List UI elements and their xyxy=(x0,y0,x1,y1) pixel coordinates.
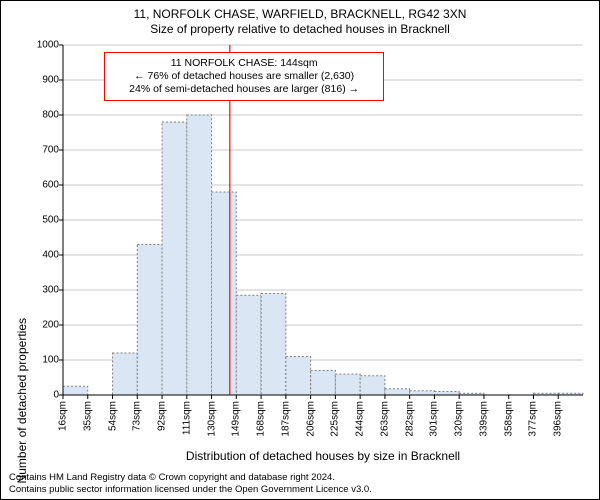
x-tick-label: 111sqm xyxy=(181,401,192,435)
chart-plot-area: 01002003004005006007008009001000 16sqm35… xyxy=(63,45,583,395)
attribution-text: Contains HM Land Registry data © Crown c… xyxy=(9,472,372,495)
x-tick-label: 320sqm xyxy=(454,401,465,437)
x-tick-label: 187sqm xyxy=(280,401,291,437)
x-tick-label: 301sqm xyxy=(429,401,440,437)
figure-frame: 11, NORFOLK CHASE, WARFIELD, BRACKNELL, … xyxy=(0,0,600,500)
y-tick-label: 900 xyxy=(42,75,63,86)
y-tick-label: 500 xyxy=(42,215,63,226)
y-tick-label: 400 xyxy=(42,250,63,261)
x-tick-label: 377sqm xyxy=(528,401,539,437)
y-tick-label: 100 xyxy=(42,355,63,366)
infobox-line-2: ← 76% of detached houses are smaller (2,… xyxy=(113,70,375,83)
x-tick-label: 168sqm xyxy=(256,401,267,437)
x-tick-label: 263sqm xyxy=(379,401,390,437)
x-tick-label: 35sqm xyxy=(82,401,93,431)
x-tick-label: 149sqm xyxy=(231,401,242,437)
x-tick-label: 396sqm xyxy=(553,401,564,437)
marker-info-box: 11 NORFOLK CHASE: 144sqm ← 76% of detach… xyxy=(104,52,384,101)
title-line-1: 11, NORFOLK CHASE, WARFIELD, BRACKNELL, … xyxy=(1,7,599,22)
x-axis-label: Distribution of detached houses by size … xyxy=(63,449,583,463)
attribution-line-2: Contains public sector information licen… xyxy=(9,484,372,495)
x-tick-label: 339sqm xyxy=(478,401,489,437)
x-tick-label: 358sqm xyxy=(503,401,514,437)
y-tick-label: 300 xyxy=(42,285,63,296)
y-tick-label: 200 xyxy=(42,320,63,331)
y-tick-label: 0 xyxy=(53,390,63,401)
title-line-2: Size of property relative to detached ho… xyxy=(1,22,599,37)
x-tick-label: 54sqm xyxy=(107,401,118,431)
infobox-line-3: 24% of semi-detached houses are larger (… xyxy=(113,83,375,96)
x-tick-label: 73sqm xyxy=(132,401,143,431)
attribution-line-1: Contains HM Land Registry data © Crown c… xyxy=(9,472,372,483)
chart-title: 11, NORFOLK CHASE, WARFIELD, BRACKNELL, … xyxy=(1,7,599,37)
x-tick-label: 92sqm xyxy=(157,401,168,431)
x-tick-label: 206sqm xyxy=(305,401,316,437)
y-tick-label: 1000 xyxy=(37,40,63,51)
y-tick-label: 800 xyxy=(42,110,63,121)
x-tick-label: 244sqm xyxy=(355,401,366,437)
x-tick-label: 16sqm xyxy=(58,401,69,431)
infobox-line-1: 11 NORFOLK CHASE: 144sqm xyxy=(113,57,375,70)
y-axis-label: Number of detached properties xyxy=(15,318,29,483)
x-tick-label: 282sqm xyxy=(404,401,415,437)
x-tick-label: 225sqm xyxy=(330,401,341,437)
x-tick-label: 130sqm xyxy=(206,401,217,437)
y-tick-label: 700 xyxy=(42,145,63,156)
y-tick-label: 600 xyxy=(42,180,63,191)
